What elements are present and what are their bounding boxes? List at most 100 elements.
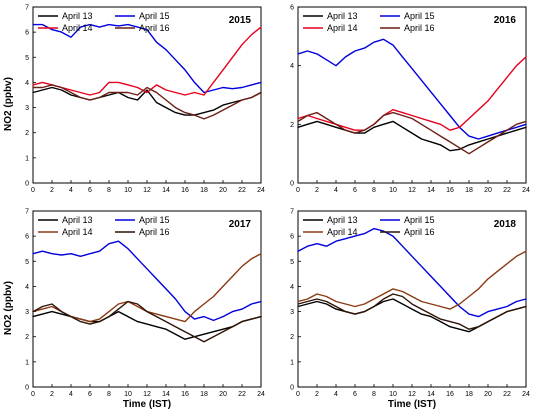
series-line-april-15 [297,38,527,140]
y-tick-label: 2 [25,130,29,137]
y-tick-label: 4 [25,284,29,291]
x-tick-label: 4 [334,187,338,194]
x-tick-label: 10 [389,391,397,398]
x-tick-label: 0 [296,187,300,194]
x-tick-label: 6 [353,187,357,194]
x-tick-label: 24 [522,187,530,194]
y-tick-label: 2 [290,334,294,341]
x-tick-label: 4 [334,391,338,398]
x-tick-label: 22 [503,391,511,398]
legend-entry-april-16: April 16 [404,227,435,237]
x-axis-label-right: Time (IST) [388,399,436,410]
y-tick-label: 6 [290,234,294,241]
x-tick-label: 16 [181,187,189,194]
x-tick-label: 6 [353,391,357,398]
x-tick-label: 0 [31,187,35,194]
series-line-april-15 [32,23,262,94]
y-tick-label: 1 [290,359,294,366]
legend-entry-april-16: April 16 [404,23,435,33]
panel-title: 2018 [494,219,517,230]
x-tick-label: 8 [107,187,111,194]
x-tick-label: 8 [372,187,376,194]
x-axis-label-left: Time (IST) [123,399,171,410]
y-axis-label-top: NO2 (ppbv) [3,77,14,131]
x-tick-label: 10 [124,391,132,398]
y-tick-label: 0 [290,385,294,392]
legend-entry-april-13: April 13 [327,11,358,21]
series-line-april-13 [297,120,527,152]
x-tick-label: 20 [219,187,227,194]
y-tick-label: 5 [25,55,29,62]
y-tick-label: 6 [25,30,29,37]
x-tick-label: 10 [389,187,397,194]
series-line-april-13 [32,310,262,340]
plot-frame [32,210,262,388]
series-line-april-14 [297,250,527,310]
legend-entry-april-15: April 15 [139,215,170,225]
legend-entry-april-16: April 16 [139,23,170,33]
x-tick-label: 18 [465,187,473,194]
legend-entry-april-14: April 14 [327,23,358,33]
series-line-april-14 [32,26,262,96]
y-tick-label: 1 [25,359,29,366]
x-tick-label: 18 [200,391,208,398]
y-tick-label: 4 [290,63,294,70]
legend-entry-april-15: April 15 [404,215,435,225]
y-tick-label: 3 [25,105,29,112]
y-tick-label: 5 [290,259,294,266]
plot-frame [297,6,527,184]
x-tick-label: 18 [200,187,208,194]
series-line-april-16 [32,84,262,120]
x-tick-label: 20 [219,391,227,398]
x-tick-label: 12 [143,187,151,194]
legend-entry-april-16: April 16 [139,227,170,237]
x-tick-label: 24 [257,187,265,194]
series-line-april-13 [32,86,262,116]
x-tick-label: 18 [465,391,473,398]
x-tick-label: 4 [69,391,73,398]
x-tick-label: 6 [88,391,92,398]
legend-entry-april-14: April 14 [62,23,93,33]
x-tick-label: 16 [446,187,454,194]
y-tick-label: 5 [25,259,29,266]
legend-entry-april-14: April 14 [327,227,358,237]
y-tick-label: 2 [290,122,294,129]
y-tick-label: 4 [290,284,294,291]
x-tick-label: 2 [50,187,54,194]
legend-entry-april-13: April 13 [62,215,93,225]
x-tick-label: 14 [427,187,435,194]
panel-title: 2016 [494,15,517,26]
x-tick-label: 16 [446,391,454,398]
x-tick-label: 12 [408,187,416,194]
legend-entry-april-15: April 15 [404,11,435,21]
panel-title: 2015 [229,15,252,26]
x-tick-label: 8 [107,391,111,398]
x-tick-label: 0 [296,391,300,398]
legend-entry-april-15: April 15 [139,11,170,21]
x-tick-label: 16 [181,391,189,398]
y-tick-label: 1 [25,155,29,162]
y-tick-label: 3 [25,309,29,316]
panel-title: 2017 [229,219,252,230]
y-tick-label: 7 [25,5,29,12]
y-tick-label: 0 [290,181,294,188]
y-tick-label: 3 [290,309,294,316]
y-tick-label: 2 [25,334,29,341]
x-tick-label: 0 [31,391,35,398]
y-tick-label: 7 [290,209,294,216]
y-tick-label: 6 [290,5,294,12]
x-tick-label: 14 [162,187,170,194]
x-tick-label: 22 [238,391,246,398]
x-tick-label: 24 [257,391,265,398]
x-tick-label: 20 [484,187,492,194]
y-tick-label: 0 [25,181,29,188]
x-tick-label: 12 [408,391,416,398]
x-tick-label: 2 [315,187,319,194]
legend-entry-april-13: April 13 [327,215,358,225]
x-tick-label: 14 [427,391,435,398]
